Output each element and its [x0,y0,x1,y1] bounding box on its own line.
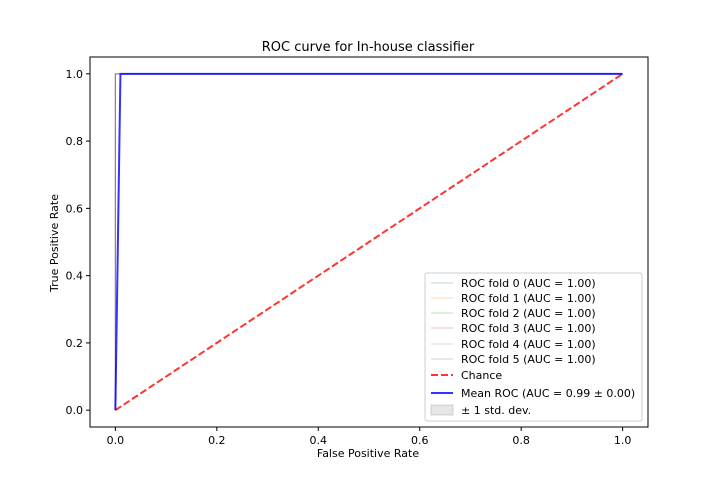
y-axis-label: True Positive Rate [48,194,61,293]
x-axis-ticks: 0.0 0.2 0.4 0.6 0.8 1.0 [107,427,632,447]
legend-chance-label: Chance [461,369,502,382]
legend: ROC fold 0 (AUC = 1.00) ROC fold 1 (AUC =… [424,272,643,422]
chance-line [114,72,624,412]
y-tick-label: 1.0 [66,68,84,81]
legend-1-std-dev-label: ± 1 std. dev. [461,404,531,417]
legend-roc-fold-4-auc-1-00-label: ROC fold 4 (AUC = 1.00) [461,338,596,351]
y-tick-label: 0.8 [66,135,84,148]
x-axis-label: False Positive Rate [317,447,419,460]
legend-roc-fold-1-auc-1-00-label: ROC fold 1 (AUC = 1.00) [461,292,596,305]
legend-1-std-dev-swatch [430,404,454,416]
mean-roc-line [114,72,623,411]
y-tick-label: 0.0 [66,404,84,417]
x-tick-label: 0.8 [512,434,530,447]
y-tick-label: 0.2 [66,337,84,350]
legend-roc-fold-5-auc-1-00-label: ROC fold 5 (AUC = 1.00) [461,353,596,366]
chart-title: ROC curve for In-house classifier [262,40,475,55]
plot-area [89,56,649,428]
legend-mean-roc-auc-0-99-0-00-label: Mean ROC (AUC = 0.99 ± 0.00) [461,387,635,400]
x-tick-label: 1.0 [614,434,632,447]
x-tick-label: 0.2 [208,434,226,447]
x-tick-label: 0.0 [107,434,125,447]
y-tick-label: 0.4 [66,270,84,283]
x-tick-label: 0.4 [310,434,328,447]
legend-roc-fold-3-auc-1-00-label: ROC fold 3 (AUC = 1.00) [461,322,596,335]
legend-box [424,272,643,422]
legend-roc-fold-2-auc-1-00-label: ROC fold 2 (AUC = 1.00) [461,307,596,320]
y-tick-label: 0.6 [66,202,84,215]
y-axis-ticks: 0.0 0.2 0.4 0.6 0.8 1.0 [66,68,90,417]
legend-roc-fold-0-auc-1-00-label: ROC fold 0 (AUC = 1.00) [461,277,596,290]
axes-frame [89,56,649,428]
x-tick-label: 0.6 [411,434,429,447]
